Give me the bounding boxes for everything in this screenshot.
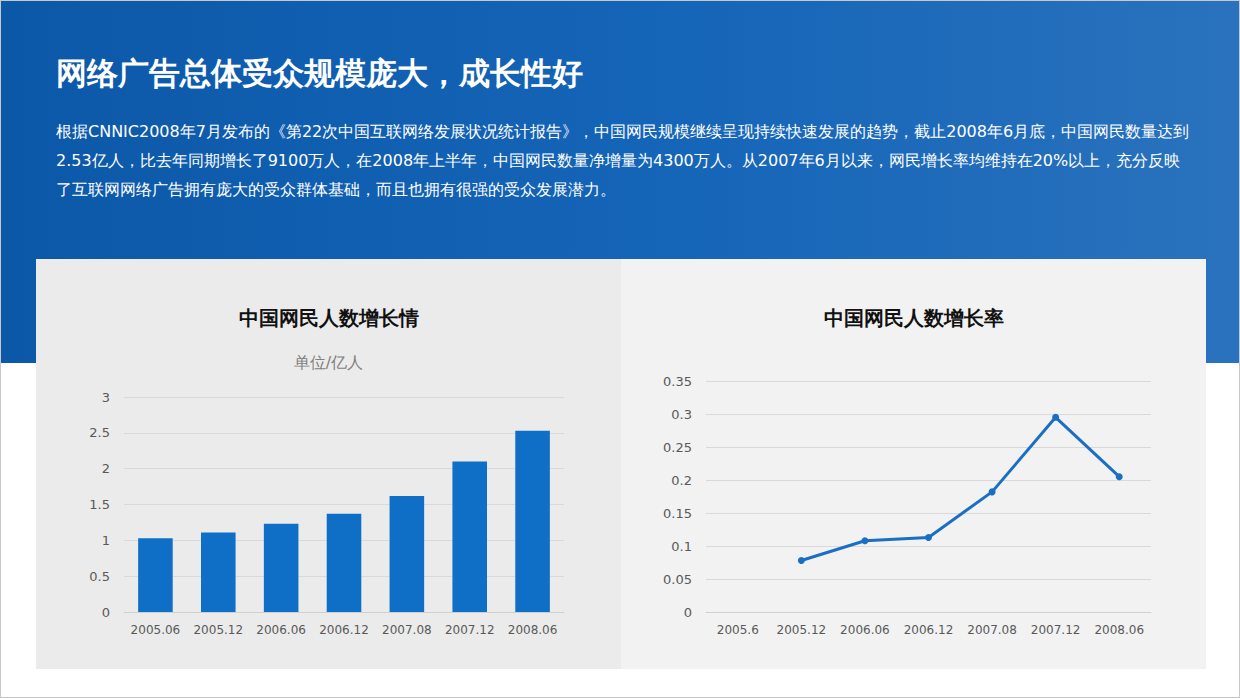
- svg-text:0: 0: [684, 605, 692, 620]
- svg-text:2005.6: 2005.6: [717, 623, 759, 637]
- svg-text:0.05: 0.05: [663, 572, 692, 587]
- svg-text:0.2: 0.2: [671, 473, 692, 488]
- svg-text:2.5: 2.5: [89, 425, 110, 440]
- svg-text:中国网民人数增长率: 中国网民人数增长率: [824, 306, 1004, 330]
- svg-text:0: 0: [102, 605, 110, 620]
- svg-text:0.3: 0.3: [671, 407, 692, 422]
- svg-text:3: 3: [102, 390, 110, 405]
- svg-text:0.35: 0.35: [663, 374, 692, 389]
- svg-text:0.1: 0.1: [671, 539, 692, 554]
- svg-text:2006.06: 2006.06: [256, 623, 306, 637]
- svg-text:中国网民人数增长情: 中国网民人数增长情: [239, 306, 419, 330]
- svg-text:1: 1: [102, 533, 110, 548]
- svg-text:0.15: 0.15: [663, 506, 692, 521]
- svg-text:0.5: 0.5: [89, 569, 110, 584]
- svg-text:2006.06: 2006.06: [840, 623, 890, 637]
- html-text:网络广告总体受众规模庞大，成长性好: 网络广告总体受众规模庞大，成长性好: [56, 55, 583, 91]
- svg-text:2007.12: 2007.12: [1031, 623, 1081, 637]
- svg-text:2005.06: 2005.06: [131, 623, 181, 637]
- svg-text:2005.12: 2005.12: [193, 623, 243, 637]
- svg-text:2007.12: 2007.12: [445, 623, 495, 637]
- svg-text:1.5: 1.5: [89, 497, 110, 512]
- svg-text:2008.06: 2008.06: [1094, 623, 1144, 637]
- svg-text:2008.06: 2008.06: [508, 623, 558, 637]
- svg-text:2: 2: [102, 461, 110, 476]
- svg-text:2005.12: 2005.12: [777, 623, 827, 637]
- svg-text:2007.08: 2007.08: [382, 623, 432, 637]
- svg-text:单位/亿人: 单位/亿人: [294, 353, 363, 372]
- svg-text:0.25: 0.25: [663, 440, 692, 455]
- html-text:根据CNNIC2008年7月发布的《第22次中国互联网络发展: 根据CNNIC2008年7月发布的《第22次中国互联网络发展状况统计报告》，中国…: [56, 122, 1190, 199]
- svg-text:2006.12: 2006.12: [319, 623, 369, 637]
- svg-text:2007.08: 2007.08: [967, 623, 1017, 637]
- svg-text:2006.12: 2006.12: [904, 623, 954, 637]
